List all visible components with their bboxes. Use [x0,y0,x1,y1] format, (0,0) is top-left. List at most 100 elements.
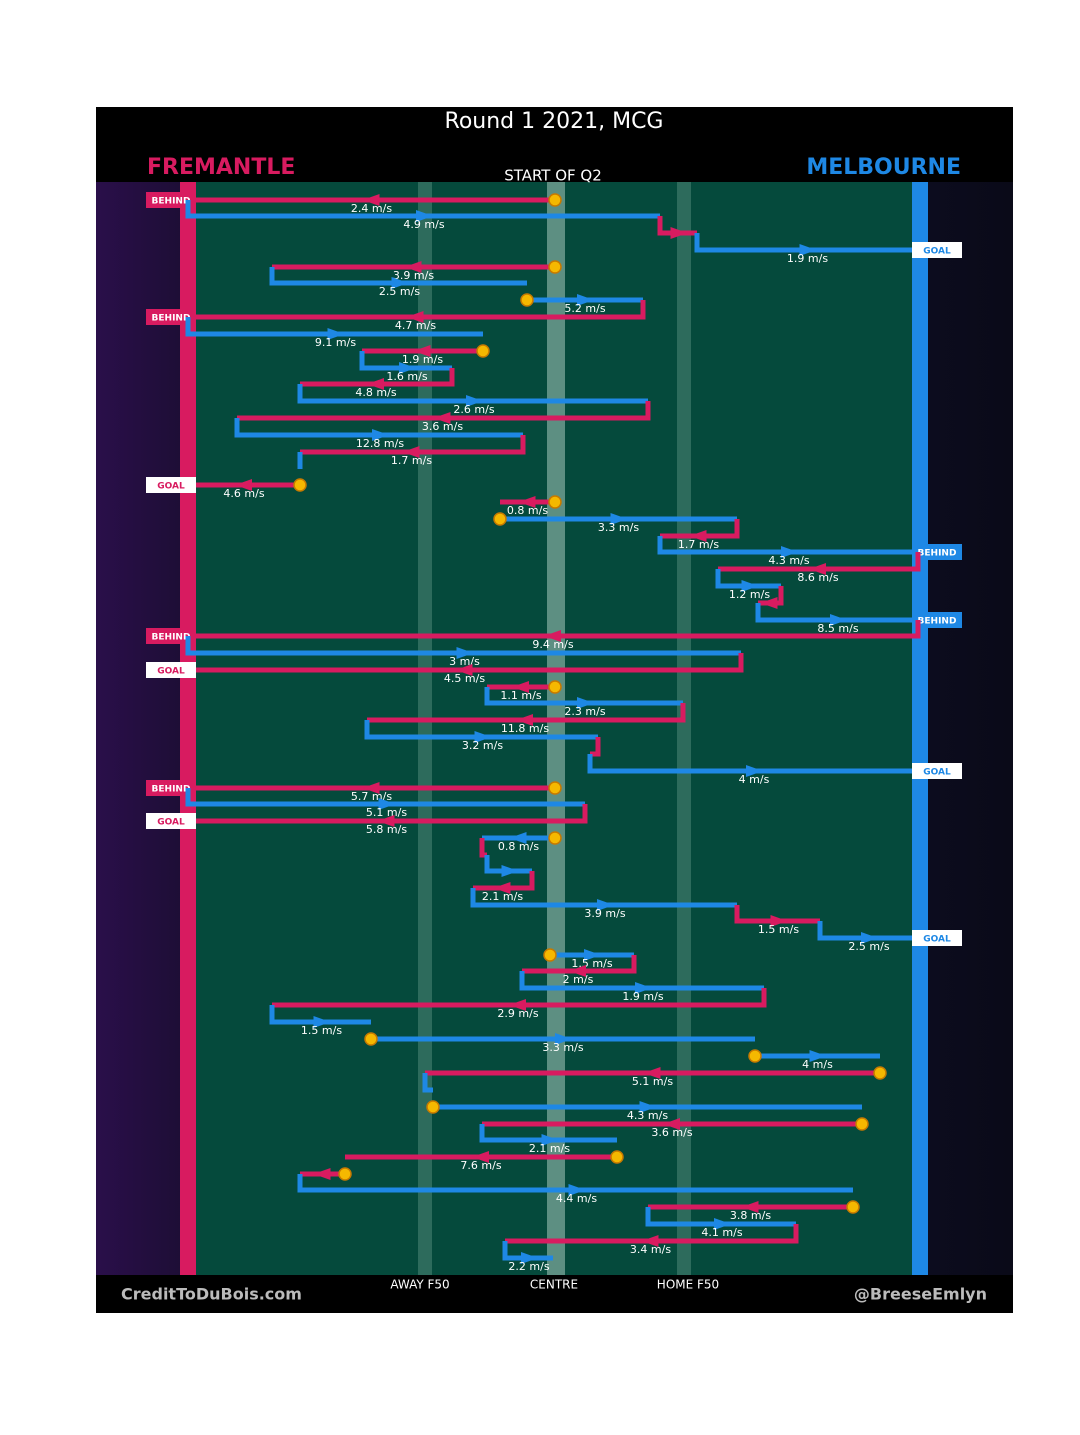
stoppage [426,1100,440,1114]
fremantle-goal-line [180,182,196,1275]
kick-path [718,552,921,572]
kick-path [817,921,918,941]
arrow [406,311,424,323]
kick-path [587,754,918,774]
outcome-label: GOAL [923,247,951,257]
speed-label: 4.7 m/s [395,319,436,332]
kick-path [300,368,455,387]
kick-path [237,401,651,421]
arrow [714,1218,731,1230]
arrow [597,899,614,911]
speed-label: 3 m/s [449,655,480,668]
stoppage [855,1117,869,1131]
arrow [521,1252,538,1264]
kick-path [188,653,744,673]
outcome-box [912,763,962,779]
arrow [741,580,759,592]
speed-label: 4.3 m/s [768,554,809,567]
arrow [544,630,561,642]
arrow [639,1101,657,1113]
speed-label: 8.6 m/s [797,571,838,584]
outcome-label: BEHIND [152,197,191,207]
arrow [235,479,252,491]
speed-label: 3.3 m/s [542,1041,583,1054]
kick-path [188,804,588,824]
speed-label: 5.1 m/s [632,1075,673,1088]
kick-path [519,971,764,991]
team-name: MELBOURNE [806,155,961,180]
kick-path [505,1224,799,1244]
arrow [741,1201,759,1213]
speed-label: 1.9 m/s [622,990,663,1003]
speed-label: 2.9 m/s [497,1007,538,1020]
arrow [362,194,380,206]
stoppage [548,680,562,694]
outcome-box [146,477,196,493]
kick-path [188,620,921,639]
header-band [96,107,1013,182]
speed-label: 7.6 m/s [460,1159,501,1172]
arrow [516,714,533,726]
arrow [455,664,473,676]
kick-path [269,1005,371,1025]
speed-label: 8.5 m/s [817,622,858,635]
kick-path [422,1073,433,1093]
outcome-label: BEHIND [152,785,191,795]
arrow [577,697,594,709]
stoppage [364,1032,378,1046]
speed-label: 4 m/s [739,773,770,786]
speed-label: 1.9 m/s [787,252,828,265]
speed-label: 1.7 m/s [678,538,719,551]
outcome-label: GOAL [157,818,185,828]
kick-path [188,300,646,320]
away-f50-stripe [418,182,432,1275]
arrow [372,429,389,441]
kick-path [473,871,535,891]
arrow [509,999,526,1011]
speed-label: 1.9 m/s [402,353,443,366]
speed-label: 1.7 m/s [391,454,432,467]
arrow [399,362,416,374]
kick-path [234,418,523,438]
kick-path [269,267,527,286]
arrow [663,1118,680,1130]
speed-label: 2 m/s [563,973,594,986]
kick-path [297,1174,853,1193]
kick-path [272,988,767,1008]
kick-path [297,384,648,404]
kick-path [470,888,737,908]
arrow [367,378,384,390]
arrow [313,1168,331,1180]
arrow [569,965,586,977]
outcome-label: GOAL [157,667,185,677]
speed-label: 4.5 m/s [444,672,485,685]
arrow [830,614,847,626]
stoppage [493,512,507,526]
arrow [433,412,451,424]
arrow [670,227,688,239]
stoppage [548,260,562,274]
outcome-label: BEHIND [918,549,957,559]
arrow [809,563,826,575]
outcome-box [146,813,196,829]
kick-path [185,636,741,656]
speed-label: 9.1 m/s [315,336,356,349]
arrow [541,1134,559,1146]
subtitle: START OF Q2 [504,167,602,185]
footer-band [96,1275,1013,1313]
outcome-label: BEHIND [152,314,191,324]
outcome-label: GOAL [157,482,185,492]
outcome-box [912,242,962,258]
speed-label: 11.8 m/s [501,722,549,735]
kick-path [185,317,483,337]
arrow [809,1050,827,1062]
speed-label: 2.1 m/s [529,1142,570,1155]
arrow [404,261,422,273]
arrow [577,294,594,306]
kick-path [657,536,918,555]
speed-label: 0.8 m/s [507,504,548,517]
speed-label: 3.3 m/s [598,521,639,534]
outcome-label: GOAL [923,768,951,778]
outcome-box [146,309,196,325]
arrow [402,446,420,458]
